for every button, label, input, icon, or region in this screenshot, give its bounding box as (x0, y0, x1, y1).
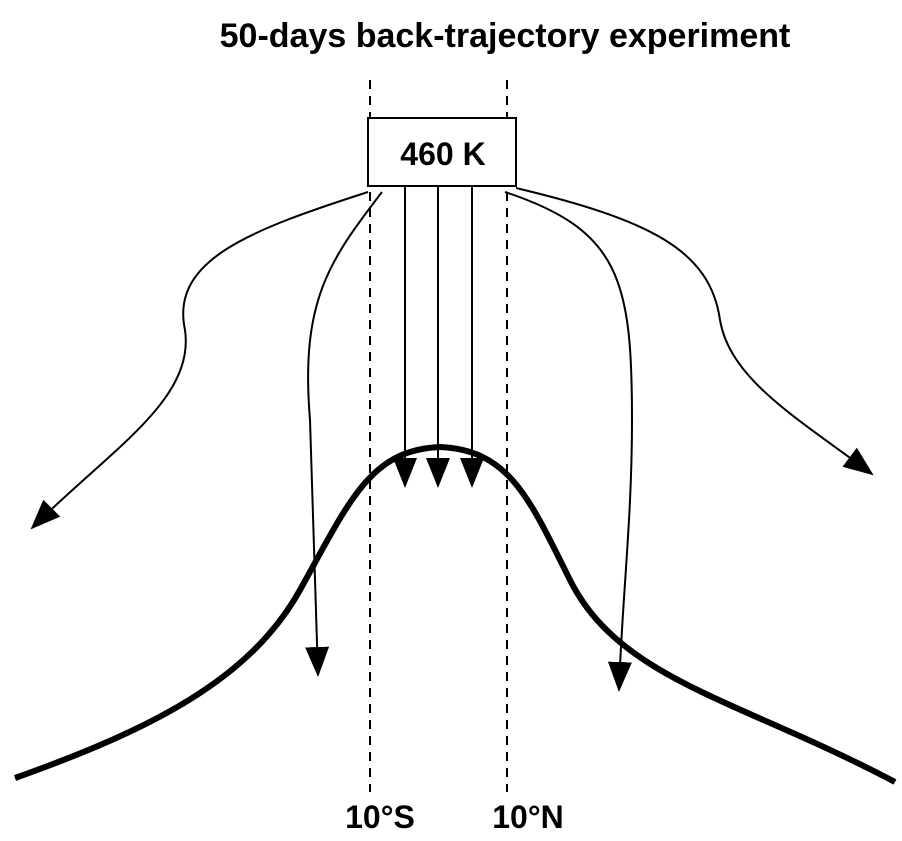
trajectory (305, 191, 383, 677)
title: 50-days back-trajectory experiment (220, 17, 791, 55)
trajectories (30, 186, 874, 692)
trajectory (515, 187, 874, 476)
trajectory (30, 191, 369, 530)
trajectory (504, 191, 634, 692)
level-box (367, 117, 517, 187)
latitude-label: 10°N (492, 799, 564, 835)
latitude-label: 10°S (345, 799, 415, 835)
tropopause-curve (13, 443, 897, 785)
level-label: 460 K (400, 136, 485, 172)
